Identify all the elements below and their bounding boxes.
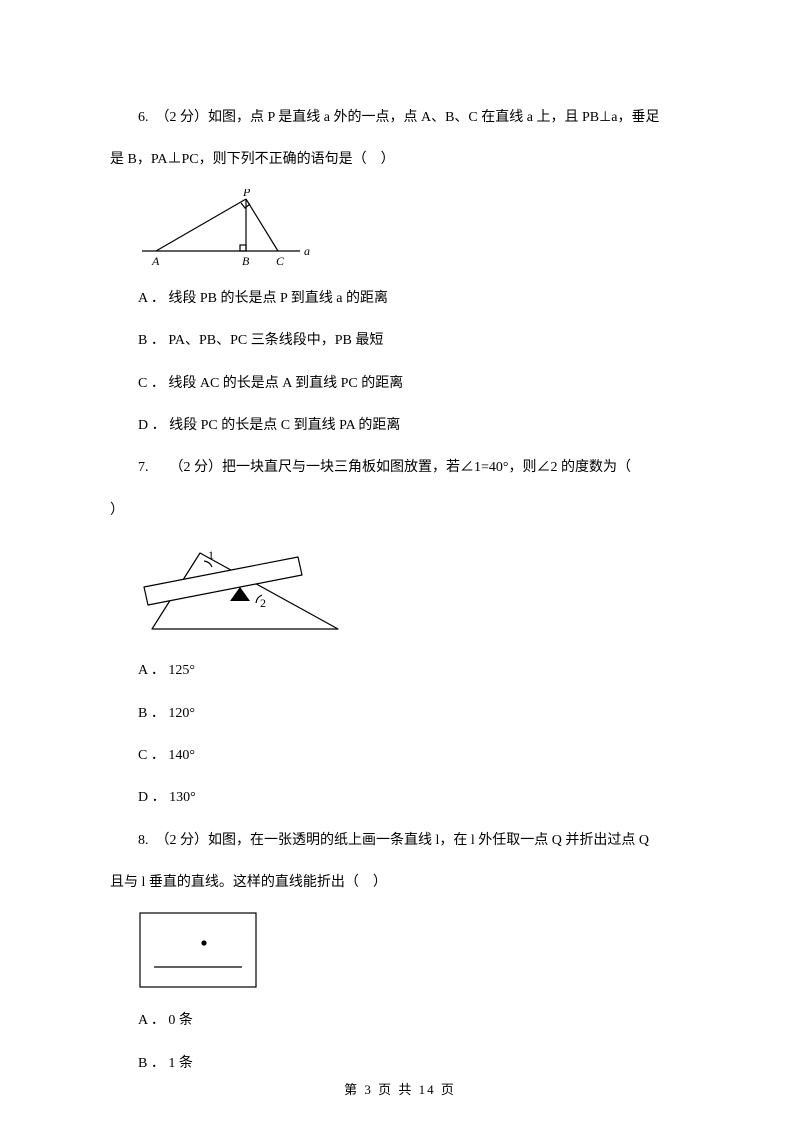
q8-stem-line2-pre: 且与 l 垂直的直线。这样的直线能折出（: [110, 875, 359, 890]
q6-stem-line2-post: ）: [381, 152, 395, 167]
q6-option-b: B ． PA、PB、PC 三条线段中，PB 最短: [110, 323, 690, 359]
q7-option-d: D ． 130°: [110, 780, 690, 816]
page-content: 6. （2 分）如图，点 P 是直线 a 外的一点，点 A、B、C 在直线 a …: [0, 0, 800, 1082]
q7-option-c: C ． 140°: [110, 738, 690, 774]
q6-stem-line2: 是 B，PA⊥PC，则下列不正确的语句是（ ）: [110, 142, 690, 178]
q7-figure: 12: [138, 539, 690, 639]
svg-text:A: A: [151, 254, 160, 267]
svg-text:C: C: [276, 254, 285, 267]
svg-text:1: 1: [208, 548, 214, 562]
q7-stem: 7. （2 分）把一块直尺与一块三角板如图放置，若∠1=40°，则∠2 的度数为…: [110, 450, 690, 486]
page-footer: 第 3 页 共 14 页: [0, 1079, 800, 1098]
q6-option-c: C ． 线段 AC 的长是点 A 到直线 PC 的距离: [110, 366, 690, 402]
q7-option-b: B ． 120°: [110, 696, 690, 732]
q6-stem-line2-pre: 是 B，PA⊥PC，则下列不正确的语句是（: [110, 152, 367, 167]
q6-figure: A B C Pa: [138, 189, 690, 267]
q7-stem-close: ）: [110, 493, 690, 529]
svg-text:B: B: [242, 254, 250, 267]
q7-stem-post: ）: [110, 503, 124, 518]
q8-stem-line2: 且与 l 垂直的直线。这样的直线能折出（ ）: [110, 865, 690, 901]
q8-option-a: A ． 0 条: [110, 1003, 690, 1039]
q8-stem-line2-post: ）: [373, 875, 387, 890]
q7-stem-pre: 7. （2 分）把一块直尺与一块三角板如图放置，若∠1=40°，则∠2 的度数为…: [138, 460, 631, 475]
q6-option-a: A ． 线段 PB 的长是点 P 到直线 a 的距离: [110, 281, 690, 317]
q7-option-a: A ． 125°: [110, 653, 690, 689]
svg-text:P: P: [242, 189, 251, 199]
q6-option-d: D ． 线段 PC 的长是点 C 到直线 PA 的距离: [110, 408, 690, 444]
q6-stem-line1: 6. （2 分）如图，点 P 是直线 a 外的一点，点 A、B、C 在直线 a …: [110, 100, 690, 136]
svg-text:a: a: [304, 244, 310, 258]
q8-stem-line1: 8. （2 分）如图，在一张透明的纸上画一条直线 l，在 l 外任取一点 Q 并…: [110, 823, 690, 859]
q8-figure: [138, 911, 690, 989]
q8-option-b: B ． 1 条: [110, 1046, 690, 1082]
svg-text:2: 2: [260, 596, 266, 610]
